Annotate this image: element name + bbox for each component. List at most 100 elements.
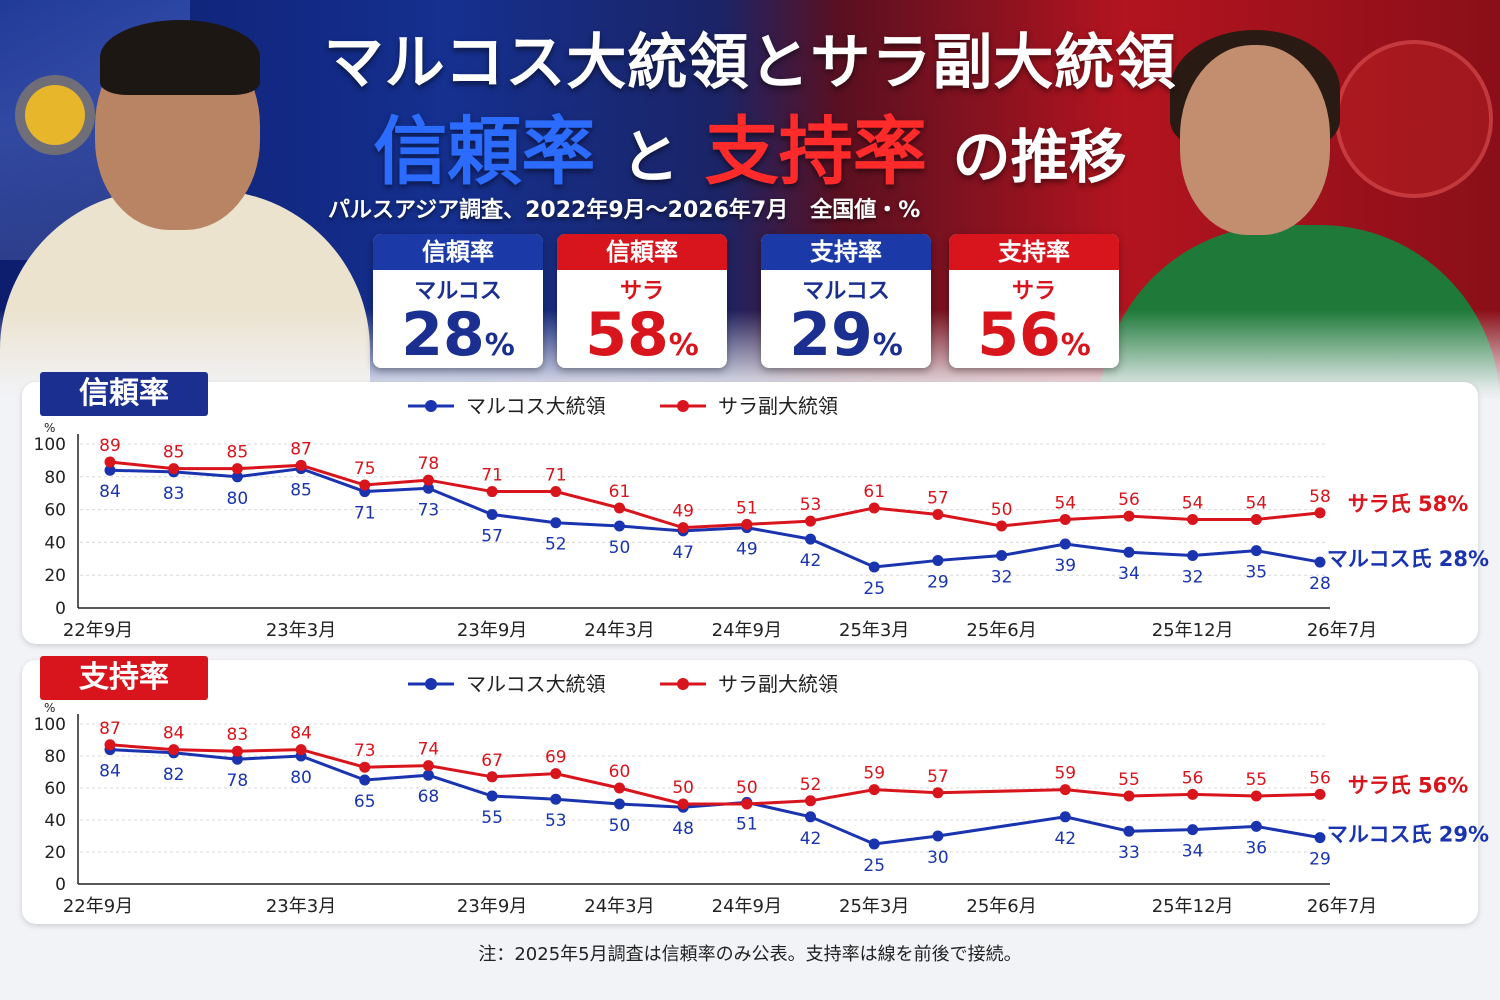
data-label: 52 — [800, 775, 822, 795]
x-tick-label: 25年6月 — [966, 896, 1036, 917]
data-point — [231, 471, 243, 483]
data-label: 58 — [1309, 487, 1331, 507]
stat-card-header: 支持率 — [949, 234, 1119, 270]
x-tick-label: 25年12月 — [1152, 896, 1234, 917]
data-label: 52 — [545, 535, 567, 555]
legend-label: マルコス大統領 — [466, 394, 606, 418]
data-label: 75 — [354, 459, 376, 479]
series-line — [109, 460, 1321, 530]
data-point — [932, 554, 944, 566]
legend-label: サラ副大統領 — [718, 672, 838, 696]
x-tick-label: 26年7月 — [1307, 620, 1377, 641]
data-label: 57 — [481, 527, 503, 547]
vice-president-seal-icon — [1335, 40, 1493, 198]
data-point — [168, 463, 180, 475]
data-label: 73 — [354, 741, 376, 761]
data-point — [1314, 832, 1326, 844]
data-label: 50 — [609, 538, 631, 558]
x-tick-label: 23年9月 — [457, 620, 527, 641]
data-point — [1059, 513, 1071, 525]
y-tick-label: 60 — [44, 501, 66, 521]
stat-card-unit: % — [872, 328, 903, 363]
data-point — [613, 798, 625, 810]
data-point — [805, 533, 817, 545]
data-label: 74 — [418, 740, 440, 760]
data-label: 87 — [290, 439, 312, 459]
data-label: 89 — [99, 436, 121, 456]
data-point — [1250, 513, 1262, 525]
stat-card-value: 28 — [401, 300, 485, 368]
data-point — [104, 739, 116, 751]
data-point — [1123, 790, 1135, 802]
data-point — [422, 474, 434, 486]
data-point — [932, 509, 944, 521]
data-label: 50 — [736, 778, 758, 798]
data-point — [1059, 538, 1071, 550]
y-tick-label: 80 — [44, 747, 66, 767]
stat-card-value-row: 29% — [761, 305, 931, 368]
data-label: 42 — [800, 829, 822, 849]
data-point — [486, 509, 498, 521]
stat-card-unit: % — [668, 328, 699, 363]
data-point — [1314, 507, 1326, 519]
data-label: 49 — [672, 502, 694, 522]
data-point — [422, 482, 434, 494]
data-label: 85 — [290, 481, 312, 501]
y-axis-unit: % — [44, 701, 55, 715]
x-tick-label: 22年9月 — [63, 896, 133, 917]
data-point — [1123, 546, 1135, 558]
legend-marker — [677, 678, 689, 690]
stat-card-name: マルコス — [802, 279, 890, 304]
data-point — [231, 753, 243, 765]
data-point — [104, 464, 116, 476]
legend-marker — [677, 400, 689, 412]
data-label: 78 — [227, 771, 249, 791]
data-label: 55 — [1118, 770, 1140, 790]
data-label: 54 — [1054, 493, 1076, 513]
data-point — [1314, 788, 1326, 800]
series-line — [109, 467, 1321, 569]
data-label: 68 — [418, 787, 440, 807]
x-tick-label: 26年7月 — [1307, 896, 1377, 917]
data-point — [486, 771, 498, 783]
legend-marker — [425, 400, 437, 412]
data-point — [613, 502, 625, 514]
legend-label: サラ副大統領 — [718, 394, 838, 418]
data-label: 28 — [1309, 574, 1331, 594]
data-label: 34 — [1118, 564, 1140, 584]
data-label: 57 — [927, 767, 949, 787]
x-tick-label: 23年3月 — [266, 620, 336, 641]
trust-rating-chart: 0 20 40 60 80 100% 22年9月 23年3月 23年9月 24年3月 24年9月 25… — [34, 394, 1490, 641]
data-point — [1059, 784, 1071, 796]
data-label: 48 — [672, 819, 694, 839]
y-tick-label: 100 — [34, 715, 66, 735]
data-point — [231, 745, 243, 757]
data-point — [1314, 556, 1326, 568]
data-label: 55 — [1245, 770, 1267, 790]
data-point — [741, 518, 753, 530]
approval-chart-title: 支持率 — [40, 656, 208, 700]
data-label: 69 — [545, 748, 567, 768]
data-point — [677, 522, 689, 534]
data-point — [359, 774, 371, 786]
data-label: 71 — [545, 466, 567, 486]
data-label: 55 — [481, 808, 503, 828]
stat-card-value: 58 — [585, 300, 669, 368]
data-label: 53 — [545, 811, 567, 831]
data-label: 50 — [672, 778, 694, 798]
x-tick-label: 25年3月 — [839, 620, 909, 641]
stat-card-unit: % — [1060, 328, 1091, 363]
data-label: 25 — [863, 856, 885, 876]
x-tick-label: 25年12月 — [1152, 620, 1234, 641]
data-point — [550, 768, 562, 780]
data-label: 80 — [227, 489, 249, 509]
data-label: 60 — [609, 762, 631, 782]
x-tick-label: 24年9月 — [712, 620, 782, 641]
data-label: 54 — [1245, 493, 1267, 513]
data-point — [613, 782, 625, 794]
data-point — [741, 798, 753, 810]
data-point — [613, 520, 625, 532]
title-suffix: の推移 — [952, 123, 1127, 191]
data-point — [1250, 790, 1262, 802]
data-label: 83 — [227, 725, 249, 745]
